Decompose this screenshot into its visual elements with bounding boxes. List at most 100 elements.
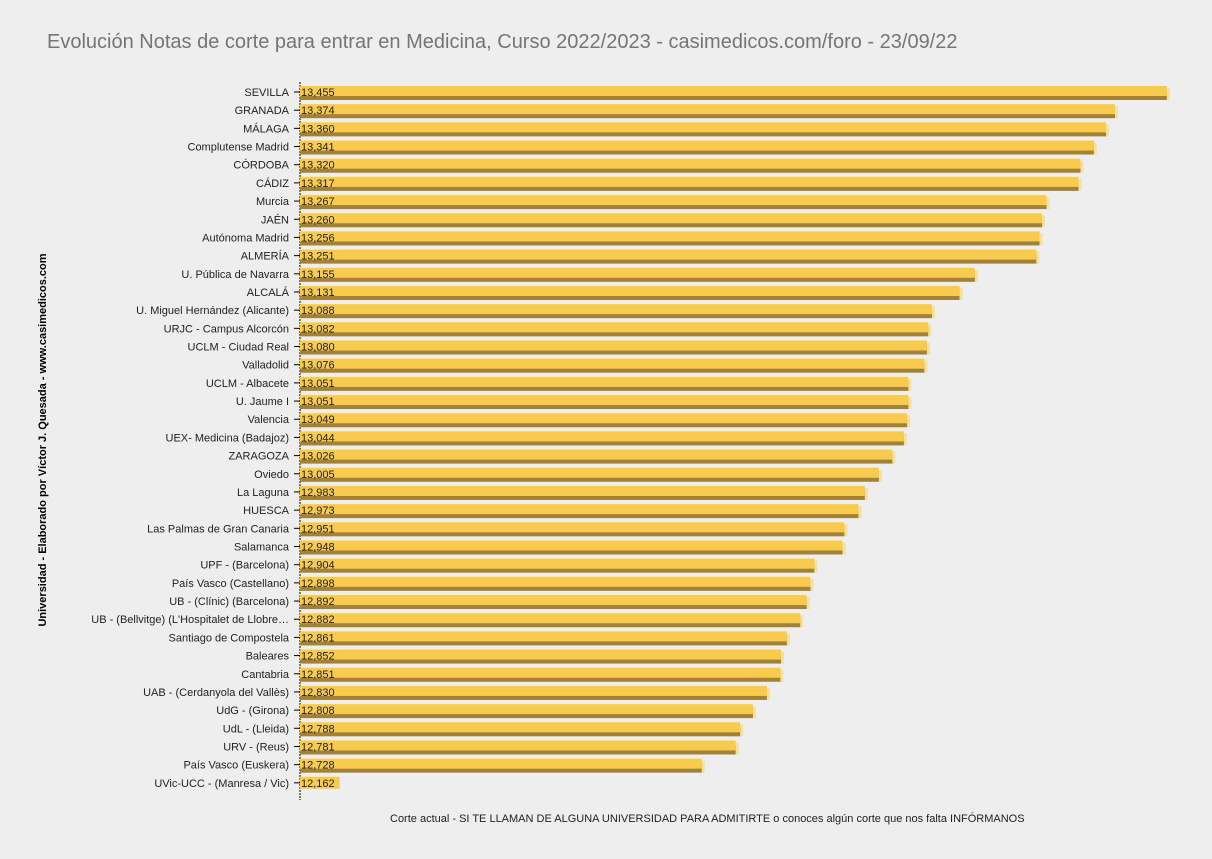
data-label: 12,904: [301, 560, 335, 572]
category-label: UdL - (Lleida): [223, 723, 289, 735]
bar: [300, 431, 904, 442]
bar: [300, 358, 925, 369]
bar: [300, 158, 1081, 169]
category-label: UEX- Medicina (Badajoz): [166, 432, 290, 444]
data-label: 13,360: [301, 123, 335, 135]
bar: [300, 267, 975, 278]
bar: [300, 576, 811, 587]
category-label: UB - (Clínic) (Barcelona): [169, 596, 289, 608]
bar: [300, 449, 893, 460]
category-label: URJC - Campus Alcorcón: [164, 323, 289, 335]
data-label: 13,131: [301, 287, 335, 299]
bar: [300, 504, 859, 515]
category-label: País Vasco (Euskera): [183, 760, 289, 772]
category-label: Complutense Madrid: [188, 142, 290, 154]
data-label: 13,155: [301, 269, 335, 281]
category-label: ALCALÁ: [247, 286, 290, 299]
bar: [300, 122, 1107, 133]
data-label: 12,830: [301, 687, 335, 699]
bar: [300, 595, 807, 606]
category-label: CÁDIZ: [256, 177, 289, 190]
category-label: CÓRDOBA: [233, 159, 289, 172]
data-label: 13,076: [301, 360, 335, 372]
bar: [300, 685, 767, 696]
data-label: 13,455: [301, 87, 335, 99]
bar: [300, 140, 1094, 151]
data-label: 12,861: [301, 632, 335, 644]
chart-title: Evolución Notas de corte para entrar en …: [47, 31, 958, 53]
bar: [300, 395, 909, 406]
bar: [300, 667, 781, 678]
category-label: UCLM - Ciudad Real: [188, 342, 289, 354]
category-label: Oviedo: [254, 469, 289, 481]
data-label: 12,788: [301, 723, 335, 735]
bar: [300, 649, 782, 660]
data-label: 12,882: [301, 614, 335, 626]
category-label: Cantabria: [241, 669, 290, 681]
x-axis-label: Corte actual - SI TE LLAMAN DE ALGUNA UN…: [390, 813, 1025, 825]
category-label: Baleares: [246, 651, 290, 663]
data-label: 13,260: [301, 214, 335, 226]
category-label: Las Palmas de Gran Canaria: [147, 523, 290, 535]
data-label: 12,781: [301, 741, 335, 753]
data-label: 12,852: [301, 651, 335, 663]
category-label: JAÉN: [261, 213, 289, 226]
data-label: 13,051: [301, 378, 335, 390]
bar: [300, 722, 741, 733]
category-label: Santiago de Compostela: [169, 632, 290, 644]
category-label: U. Pública de Navarra: [181, 269, 289, 281]
data-label: 12,898: [301, 578, 335, 590]
bar: [300, 213, 1043, 224]
category-label: MÁLAGA: [243, 122, 290, 135]
category-label: Valencia: [248, 414, 290, 426]
data-label: 12,948: [301, 542, 335, 554]
bar: [300, 467, 879, 478]
data-label: 13,082: [301, 323, 335, 335]
bar: [300, 413, 908, 424]
category-label: Murcia: [256, 196, 290, 208]
bar: [300, 558, 815, 569]
data-label: 13,049: [301, 414, 335, 426]
data-label: 12,728: [301, 760, 335, 772]
category-label: UdG - (Girona): [216, 705, 289, 717]
bar: [300, 758, 702, 769]
bar: [300, 304, 933, 315]
data-label: 13,256: [301, 232, 335, 244]
data-label: 13,251: [301, 251, 335, 263]
category-label: UB - (Bellvitge) (L'Hospitalet de Llobre…: [91, 614, 289, 626]
bar: [300, 86, 1167, 96]
data-label: 13,320: [301, 160, 335, 172]
category-label: U. Jaume I: [236, 396, 289, 408]
data-label: 13,044: [301, 432, 335, 444]
bar: [300, 104, 1115, 115]
category-label: Autónoma Madrid: [202, 232, 289, 244]
data-label: 12,983: [301, 487, 335, 499]
data-label: 13,267: [301, 196, 335, 208]
category-label: UPF - (Barcelona): [200, 560, 289, 572]
category-label: HUESCA: [243, 505, 290, 517]
category-label: SEVILLA: [244, 87, 289, 99]
data-label: 13,026: [301, 451, 335, 463]
bar: [300, 195, 1047, 206]
category-label: ZARAGOZA: [228, 451, 289, 463]
bar: [300, 631, 787, 642]
category-label: País Vasco (Castellano): [172, 578, 289, 590]
bar: [300, 613, 801, 624]
data-label: 13,005: [301, 469, 335, 481]
data-label: 13,088: [301, 305, 335, 317]
data-label: 13,341: [301, 142, 335, 154]
bar: [300, 704, 753, 715]
data-label: 13,317: [301, 178, 335, 190]
category-label: URV - (Reus): [223, 741, 289, 753]
data-label: 13,051: [301, 396, 335, 408]
bar: [300, 322, 929, 333]
category-label: Valladolid: [242, 360, 289, 372]
bar: [300, 540, 843, 551]
bar: [300, 249, 1037, 260]
data-label: 12,851: [301, 669, 335, 681]
data-label: 12,892: [301, 596, 335, 608]
data-label: 12,973: [301, 505, 335, 517]
category-label: La Laguna: [237, 487, 290, 499]
